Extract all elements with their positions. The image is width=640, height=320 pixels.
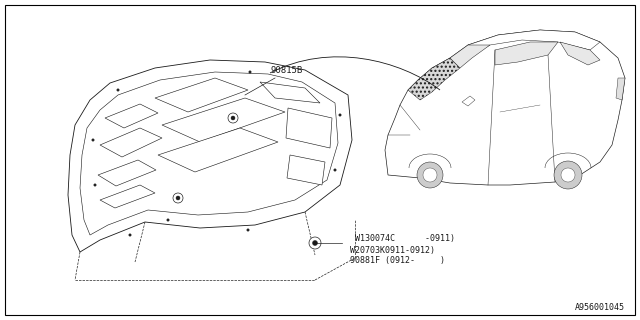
Circle shape (423, 168, 437, 182)
Polygon shape (158, 128, 278, 172)
Polygon shape (98, 160, 156, 186)
Polygon shape (560, 42, 600, 65)
Circle shape (94, 184, 96, 186)
Polygon shape (495, 42, 558, 65)
Circle shape (176, 196, 180, 200)
Polygon shape (450, 45, 490, 68)
Text: A956001045: A956001045 (575, 303, 625, 312)
Polygon shape (162, 98, 285, 142)
Text: 90881F (0912-     ): 90881F (0912- ) (350, 257, 445, 266)
Circle shape (249, 71, 252, 73)
Circle shape (167, 219, 169, 221)
Polygon shape (260, 82, 320, 103)
Polygon shape (287, 155, 325, 185)
Circle shape (339, 114, 341, 116)
Polygon shape (105, 104, 158, 128)
Circle shape (312, 241, 317, 245)
Text: 90815B: 90815B (270, 66, 302, 75)
Polygon shape (100, 185, 155, 208)
Polygon shape (408, 58, 460, 100)
Polygon shape (616, 78, 625, 100)
Circle shape (554, 161, 582, 189)
Circle shape (228, 113, 238, 123)
Circle shape (117, 89, 119, 91)
Polygon shape (462, 96, 475, 106)
Circle shape (309, 237, 321, 249)
Polygon shape (385, 30, 625, 185)
Polygon shape (468, 30, 600, 55)
Circle shape (173, 193, 183, 203)
Text: W130074C      -0911): W130074C -0911) (355, 235, 455, 244)
Polygon shape (100, 128, 162, 157)
Circle shape (417, 162, 443, 188)
Text: W20703K0911-0912): W20703K0911-0912) (350, 245, 435, 254)
Polygon shape (68, 60, 352, 252)
Circle shape (129, 234, 131, 236)
Circle shape (561, 168, 575, 182)
Circle shape (247, 229, 249, 231)
Circle shape (92, 139, 94, 141)
Polygon shape (80, 72, 338, 235)
Polygon shape (286, 108, 332, 148)
Circle shape (334, 169, 336, 171)
Polygon shape (155, 78, 248, 112)
Circle shape (231, 116, 235, 120)
